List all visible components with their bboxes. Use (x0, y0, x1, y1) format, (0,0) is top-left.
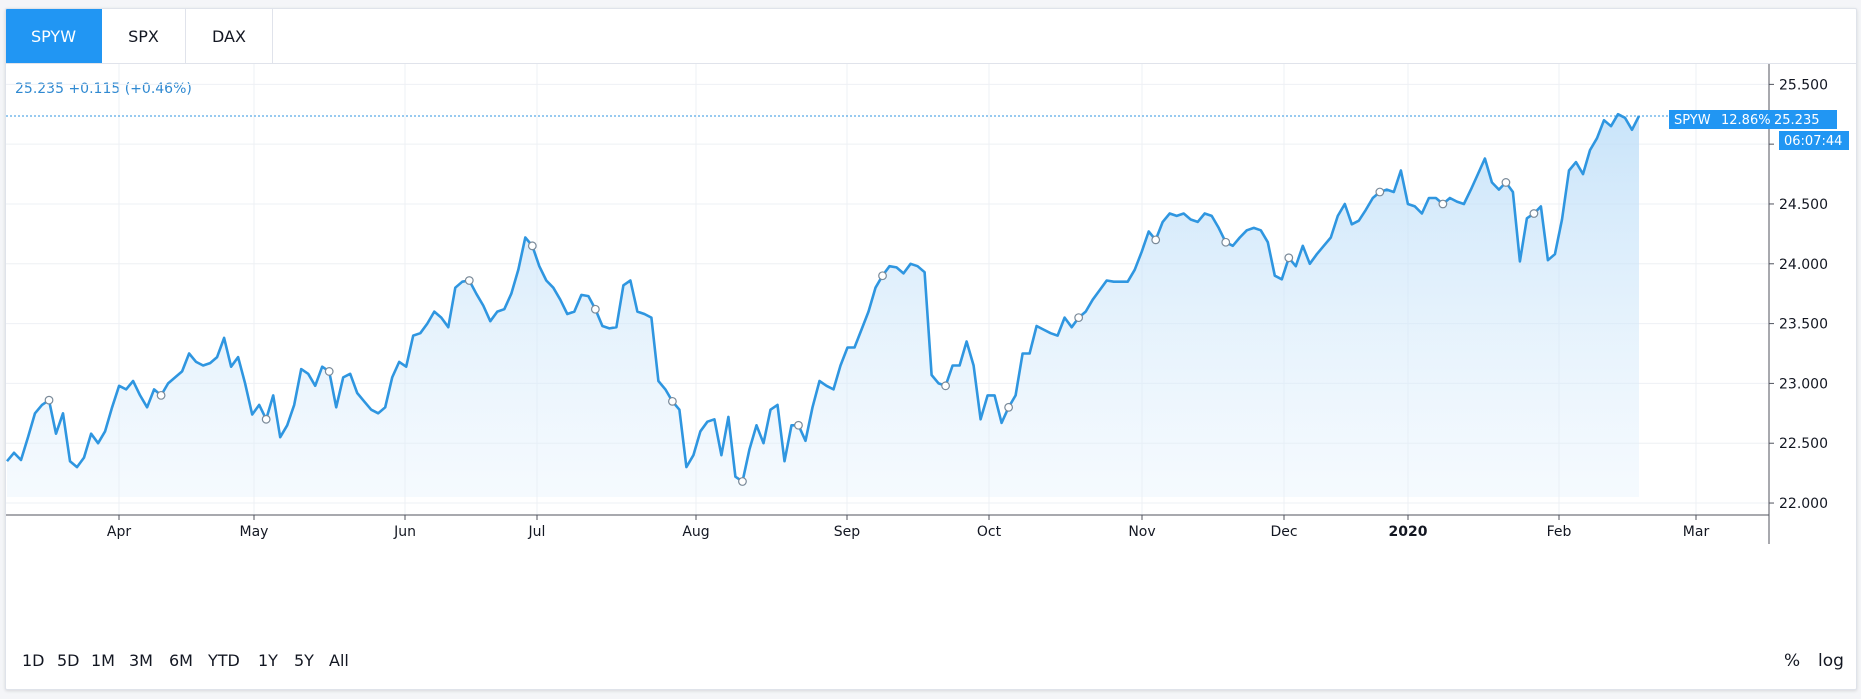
event-marker[interactable] (1004, 402, 1014, 412)
range-5d-button[interactable]: 5D (57, 651, 80, 670)
event-marker[interactable] (1501, 178, 1511, 187)
price-label-countdown: 06:07:44 (1784, 134, 1842, 149)
price-label-value: 25.235 (1774, 113, 1820, 128)
price-label-symbol: SPYW (1674, 113, 1711, 128)
price-tick-label: 23.500 (1779, 317, 1828, 333)
event-markers (44, 178, 1539, 486)
event-marker[interactable] (1221, 237, 1231, 247)
event-marker[interactable] (1529, 209, 1539, 218)
legend-price: 25.235 (15, 81, 64, 97)
event-marker[interactable] (464, 276, 474, 285)
price-area-fill (7, 114, 1639, 497)
time-tick-label: Feb (1547, 524, 1572, 540)
tabs-divider (6, 63, 1856, 64)
time-tick-label: Dec (1270, 524, 1297, 540)
time-tick-label: May (240, 524, 269, 540)
bottom-toolbar: 1D 5D 1M 3M 6M YTD 1Y 5Y All % log (6, 643, 1856, 689)
range-6m-button[interactable]: 6M (169, 651, 193, 670)
price-label-pct: 12.86% (1721, 113, 1771, 128)
event-marker[interactable] (527, 241, 537, 251)
event-marker[interactable] (738, 477, 747, 486)
legend-change: +0.115 (68, 81, 121, 97)
price-legend: 25.235 +0.115 (+0.46%) (15, 81, 192, 97)
event-marker[interactable] (794, 420, 803, 430)
legend-change-pct: (+0.46%) (124, 81, 192, 97)
range-3m-button[interactable]: 3M (129, 651, 153, 670)
event-marker[interactable] (324, 367, 334, 376)
range-1y-button[interactable]: 1Y (258, 651, 278, 670)
event-marker[interactable] (941, 381, 950, 391)
tab-spx[interactable]: SPX (102, 9, 186, 64)
chart-widget: SPYW SPX DAX 25.235 +0.115 (+0.46%) 22.0… (5, 8, 1857, 690)
time-tick-label: Jun (393, 524, 416, 540)
time-axis[interactable]: Apr May Jun Jul Aug Sep Oct Nov Dec 2020 Feb Mar (107, 515, 1710, 540)
price-tick-label: 24.500 (1779, 197, 1828, 213)
range-1m-button[interactable]: 1M (91, 651, 115, 670)
last-price-label: SPYW 12.86% 25.235 06:07:44 (1669, 110, 1849, 150)
time-tick-label: Aug (682, 524, 709, 540)
event-marker[interactable] (261, 414, 271, 424)
range-all-button[interactable]: All (329, 651, 349, 670)
event-marker[interactable] (44, 395, 54, 405)
event-marker[interactable] (1375, 187, 1385, 197)
price-series-line (6, 112, 1641, 483)
range-1d-button[interactable]: 1D (22, 651, 45, 670)
price-tick-label: 22.000 (1779, 496, 1828, 512)
event-marker[interactable] (1284, 253, 1294, 263)
time-tick-label: Apr (107, 524, 131, 540)
log-scale-button[interactable]: log (1818, 651, 1844, 671)
tab-spyw[interactable]: SPYW (6, 9, 102, 64)
event-marker[interactable] (156, 390, 166, 400)
event-marker[interactable] (878, 271, 887, 281)
percent-scale-button[interactable]: % (1784, 651, 1801, 671)
time-tick-label: Oct (977, 524, 1002, 540)
time-tick-label: Jul (528, 524, 546, 540)
price-tick-label: 25.500 (1779, 77, 1828, 93)
event-marker[interactable] (1074, 313, 1084, 323)
time-tick-label: Sep (834, 524, 861, 540)
time-tick-label: 2020 (1389, 524, 1428, 540)
price-chart[interactable]: 22.00022.50023.00023.50024.00024.50025.0… (6, 9, 1857, 649)
symbol-tabs: SPYW SPX DAX (6, 9, 273, 64)
event-marker[interactable] (668, 396, 677, 406)
tab-dax[interactable]: DAX (186, 9, 273, 64)
time-tick-label: Nov (1128, 524, 1155, 540)
range-ytd-button[interactable]: YTD (208, 651, 240, 670)
event-marker[interactable] (1438, 199, 1448, 209)
range-5y-button[interactable]: 5Y (294, 651, 314, 670)
event-marker[interactable] (590, 304, 600, 314)
price-tick-label: 22.500 (1779, 436, 1828, 452)
price-tick-label: 23.000 (1779, 376, 1828, 392)
event-marker[interactable] (1151, 235, 1161, 245)
time-tick-label: Mar (1683, 524, 1710, 540)
price-tick-label: 24.000 (1779, 257, 1828, 273)
